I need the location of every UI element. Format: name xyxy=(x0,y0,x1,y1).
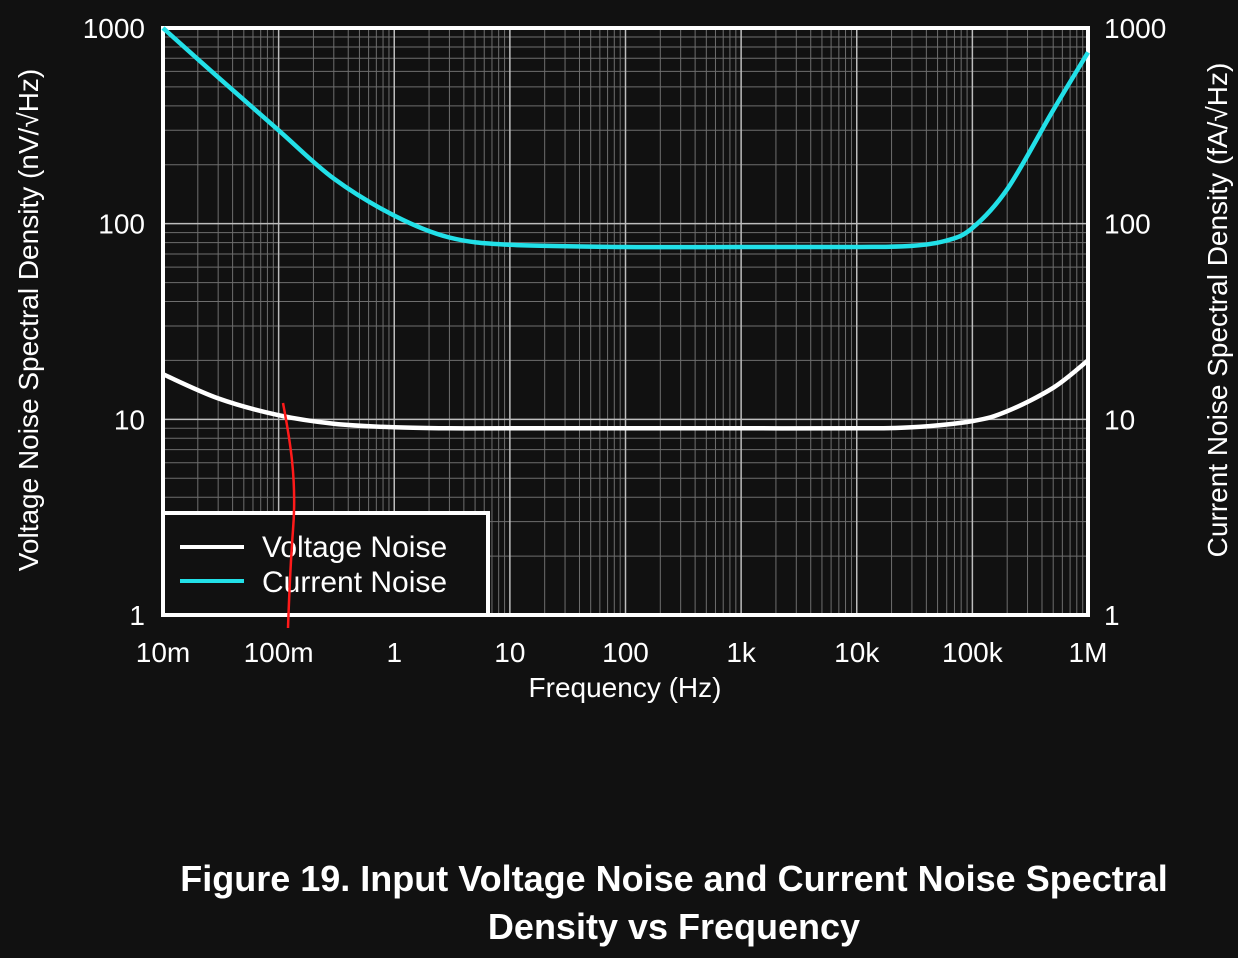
voltage-noise-line xyxy=(162,358,1090,431)
legend: Voltage Noise Current Noise xyxy=(161,511,490,617)
x-tick-label: 1k xyxy=(726,637,757,668)
y2-tick-label: 1 xyxy=(1104,600,1120,631)
y-tick-label: 100 xyxy=(98,209,145,240)
current-noise-line xyxy=(161,26,1090,250)
caption-line-1: Figure 19. Input Voltage Noise and Curre… xyxy=(180,858,1168,899)
x-tick-label: 100 xyxy=(602,637,649,668)
x-tick-labels: 10m 100m 1 10 100 1k 10k 100k 1M xyxy=(136,637,1108,668)
figure-caption: Figure 19. Input Voltage Noise and Curre… xyxy=(110,855,1238,951)
legend-label-voltage: Voltage Noise xyxy=(262,531,447,564)
plot-frame xyxy=(161,26,1090,617)
y-axis-label: Voltage Noise Spectral Density (nV/√Hz) xyxy=(13,69,44,571)
y2-axis-label: Current Noise Spectral Density (fA/√Hz) xyxy=(1202,63,1233,558)
y2-tick-label: 1000 xyxy=(1104,13,1166,44)
series-layer xyxy=(161,26,1090,431)
x-tick-label: 1 xyxy=(386,637,402,668)
y2-tick-label: 100 xyxy=(1104,209,1151,240)
y-tick-label: 10 xyxy=(114,404,145,435)
x-tick-label: 100k xyxy=(942,637,1004,668)
y2-tick-label: 10 xyxy=(1104,404,1135,435)
y-tick-labels: 1 10 100 1000 xyxy=(83,13,145,631)
y-tick-label: 1 xyxy=(129,600,145,631)
x-tick-label: 1M xyxy=(1069,637,1108,668)
caption-line-2: Density vs Frequency xyxy=(487,906,861,947)
x-tick-label: 10 xyxy=(494,637,525,668)
red-annotation-mark xyxy=(281,402,296,629)
x-tick-label: 100m xyxy=(244,637,314,668)
legend-box xyxy=(161,511,490,617)
x-axis-label: Frequency (Hz) xyxy=(529,672,722,703)
legend-label-current: Current Noise xyxy=(262,566,447,599)
y-tick-label: 1000 xyxy=(83,13,145,44)
x-tick-label: 10k xyxy=(834,637,880,668)
x-tick-label: 10m xyxy=(136,637,190,668)
y2-tick-labels: 1 10 100 1000 xyxy=(1104,13,1166,631)
